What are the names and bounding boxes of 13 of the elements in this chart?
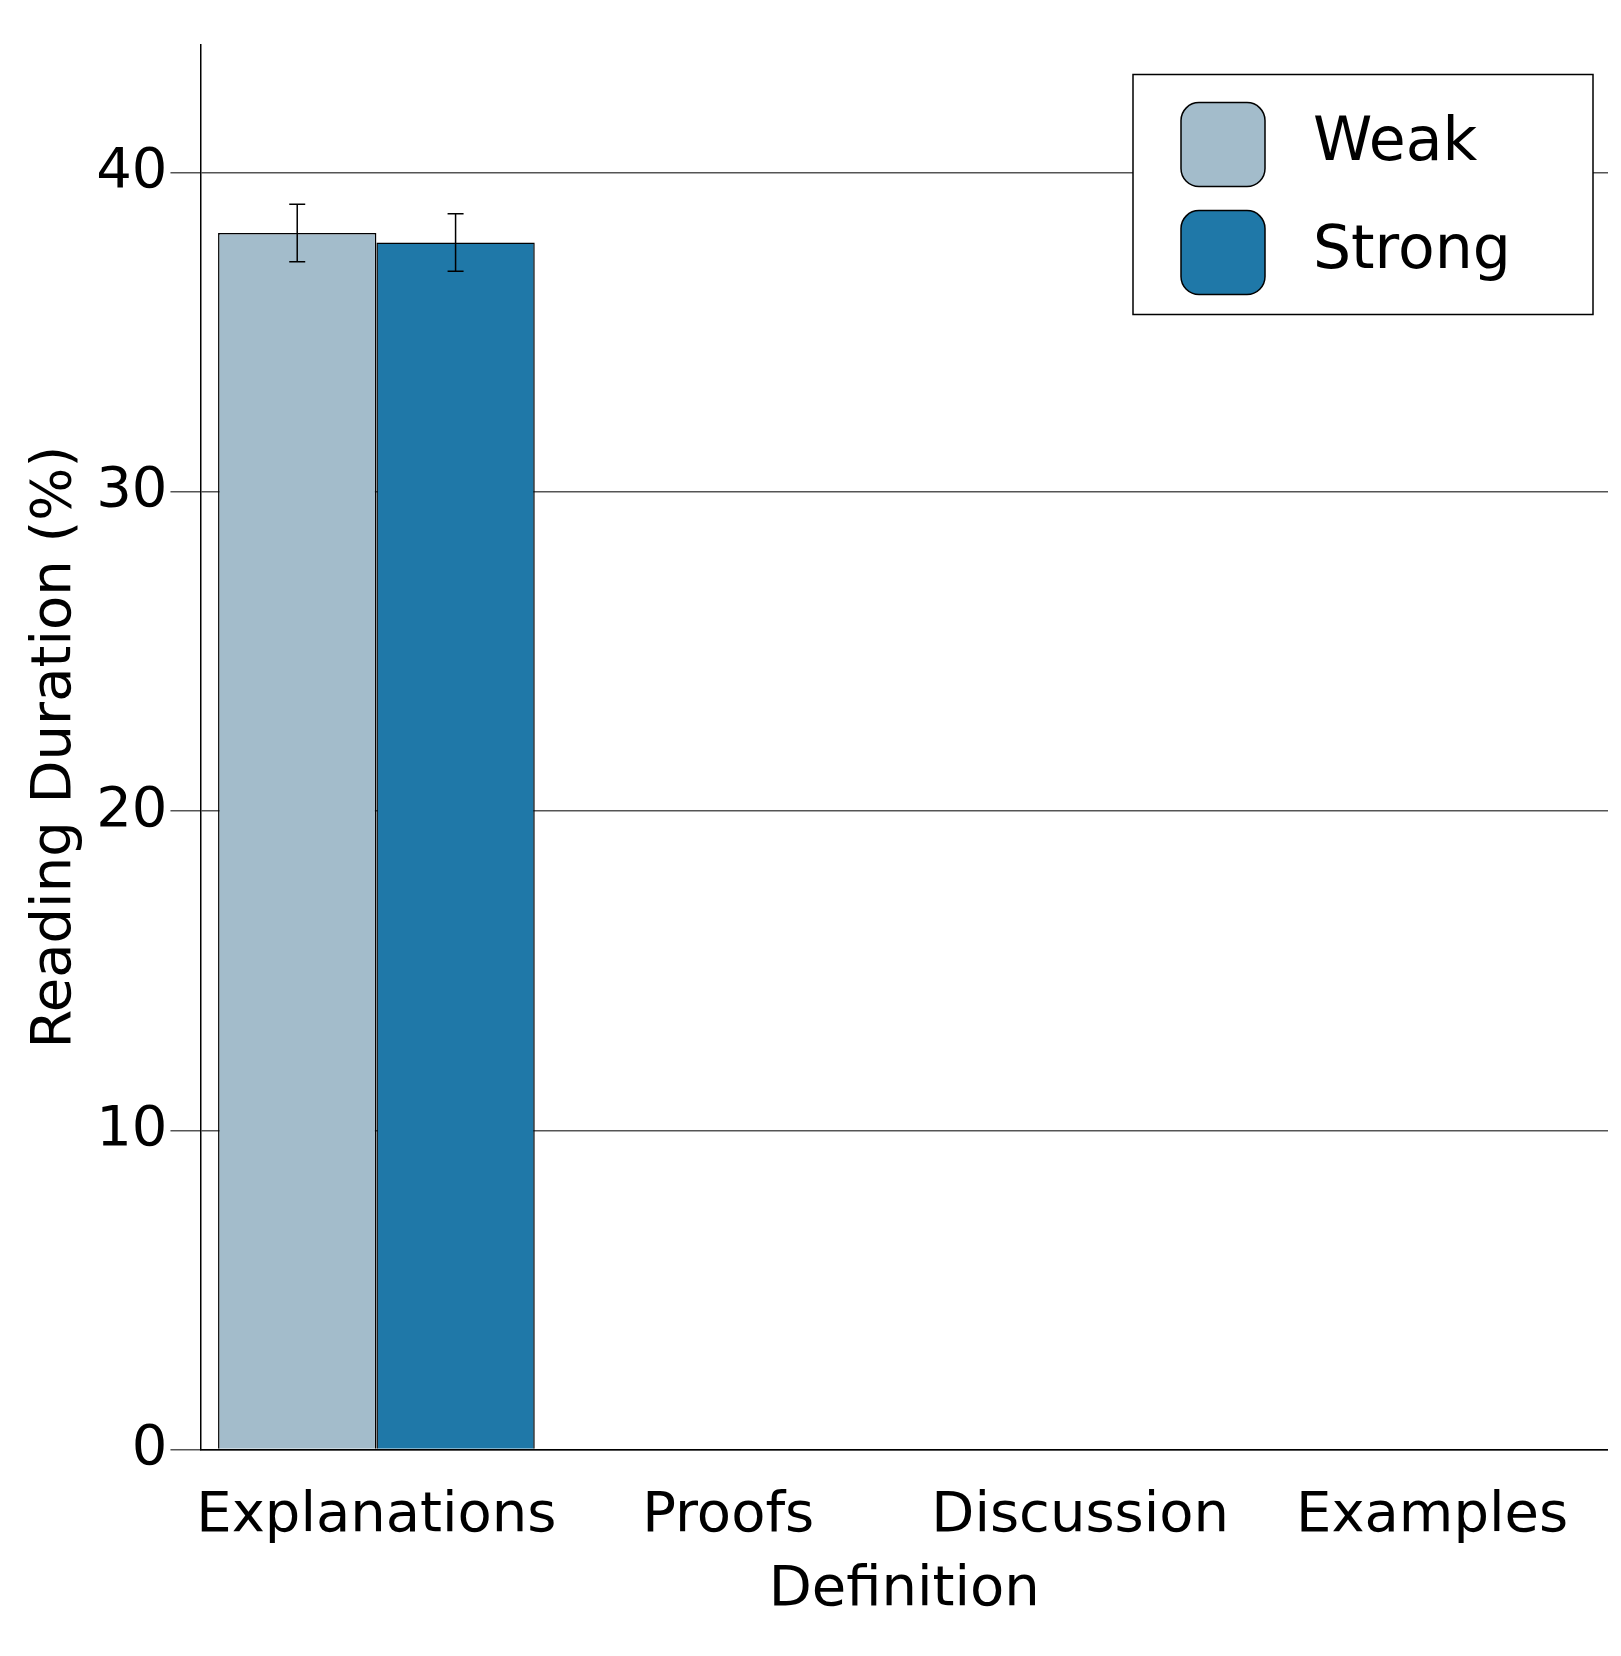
y-tick-label: 10 xyxy=(96,1092,168,1158)
x-tick-label: Discussion xyxy=(931,1478,1230,1544)
y-axis-title: Reading Duration (%) xyxy=(18,445,84,1049)
x-tick-label: Proofs xyxy=(642,1478,815,1544)
y-tick-label: 30 xyxy=(96,454,168,520)
y-tick-label: 20 xyxy=(96,773,168,839)
x-tick-label: Explanations xyxy=(196,1478,557,1544)
x-axis-title: Definition xyxy=(768,1552,1040,1618)
y-tick-label: 40 xyxy=(96,134,168,200)
y-tick-label: 0 xyxy=(131,1412,168,1478)
x-tick-label: Examples xyxy=(1295,1478,1569,1544)
legend-label: Weak xyxy=(1313,104,1478,175)
legend-label: Strong xyxy=(1313,212,1511,283)
